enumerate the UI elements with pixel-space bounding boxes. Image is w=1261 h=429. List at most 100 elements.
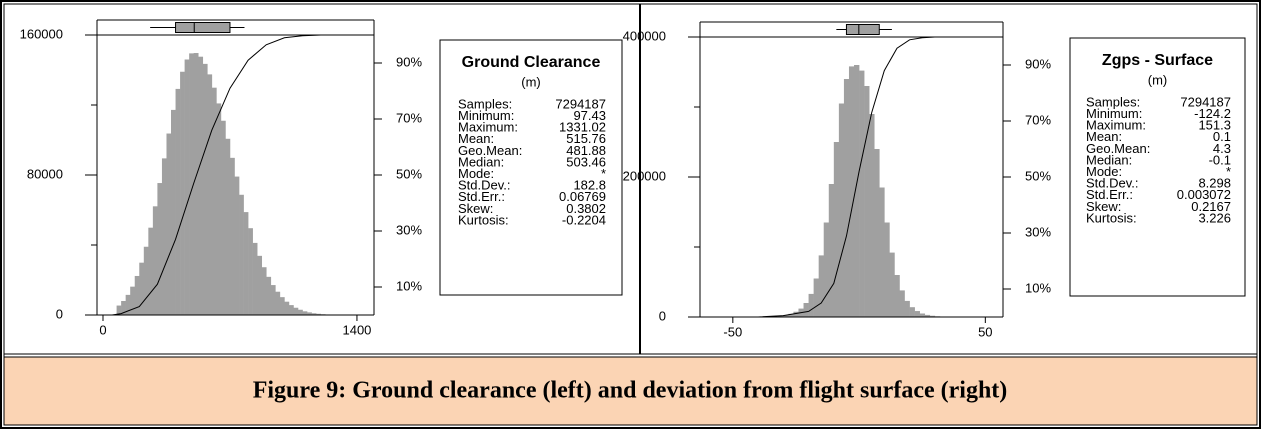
stats-label: Samples: [1086,94,1140,109]
bar [257,255,263,315]
stats-label: Kurtosis: [458,212,509,227]
stats-label: Minimum: [1086,106,1142,121]
bar [813,278,819,317]
stats-value: 503.46 [566,154,606,169]
bar [166,133,172,315]
bar [899,290,905,317]
bar [914,311,920,317]
y2-tick-label: 30% [396,222,422,237]
y2-tick-label: 70% [396,110,422,125]
stats-value: 481.88 [566,143,606,158]
bar [225,138,231,315]
bar [302,311,308,315]
cumulative-line [700,36,1003,318]
bar [818,255,825,317]
bar [202,63,208,315]
bar [161,158,167,315]
stats-label: Minimum: [458,108,514,123]
stats-label: Skew: [1086,199,1121,214]
bar [838,103,845,317]
stats-value: 3.226 [1198,210,1231,225]
bar [152,206,158,315]
y-tick-label: 200000 [623,168,666,183]
y2-tick-label: 50% [1025,168,1051,183]
bar [859,70,865,317]
bar [229,157,235,315]
stats-value: 7294187 [555,96,606,111]
stats-label: Geo.Mean: [458,143,522,158]
bar [234,176,240,315]
bar [778,315,784,317]
stats-label: Maximum: [458,120,518,135]
bar [261,267,267,315]
stats-label: Mean: [458,131,494,146]
stats-value: 1331.02 [559,120,606,135]
bar [311,313,317,315]
stats-value: 0.1 [1213,129,1231,144]
stats-value: 0.003072 [1177,187,1231,202]
stats-box [1069,37,1246,297]
bar [266,276,272,315]
box [845,24,880,35]
stats-value: 0.2167 [1191,199,1231,214]
box [175,22,231,33]
y2-tick-label: 70% [1025,112,1051,127]
bar [130,286,136,315]
stats-value: 0.06769 [559,189,606,204]
stats-value: 0.3802 [566,201,606,216]
bar [143,246,149,315]
y-tick-label: 0 [56,306,63,321]
bar [293,307,299,315]
bar [116,305,122,315]
y2-tick-label: 10% [396,278,422,293]
bar [833,142,840,317]
bar [279,297,285,315]
stats-label: Mean: [1086,129,1122,144]
bar [879,187,885,317]
bar [180,71,185,315]
stats-value: 151.3 [1198,118,1231,133]
stats-value: 182.8 [573,178,606,193]
y2-tick-label: 10% [1025,280,1051,295]
y2-tick-label: 90% [396,54,422,69]
stats-label: Median: [458,154,504,169]
bar [134,275,140,315]
y-tick-label: 80000 [27,166,63,181]
bar [211,87,217,315]
caption: Figure 9: Ground clearance (left) and de… [253,378,1008,404]
stats-label: Mode: [458,166,494,181]
x-tick-label: 50 [978,324,992,339]
y-tick-label: 0 [659,308,666,323]
bar [904,300,910,317]
stats-value: 7294187 [1180,94,1231,109]
stats-label: Geo.Mean: [1086,141,1150,156]
stats-value: * [601,166,606,181]
stats-value: 4.3 [1213,141,1231,156]
stats-value: -0.2204 [562,212,606,227]
bar [808,293,814,317]
bar [919,313,926,317]
bar [297,309,303,315]
stats-label: Std.Dev.: [1086,176,1139,191]
x-tick-label: 1400 [342,322,371,337]
bar [270,285,276,315]
x-tick-label: 0 [99,322,106,337]
cumulative-line [112,34,366,316]
bar [874,149,880,317]
stats-label: Std.Dev.: [458,178,511,193]
bar [848,66,855,318]
stats-label: Maximum: [1086,118,1146,133]
y2-tick-label: 90% [1025,56,1051,71]
stats-unit: (m) [1148,72,1168,87]
bar [198,56,204,315]
bar [909,307,915,317]
bar [248,228,253,315]
stats-label: Samples: [458,96,512,111]
bar [216,103,222,315]
caption-box [3,356,1258,426]
bar [220,120,226,315]
y-tick-label: 400000 [623,28,666,43]
stats-title: Zgps - Surface [1102,52,1213,69]
bar [275,291,281,315]
